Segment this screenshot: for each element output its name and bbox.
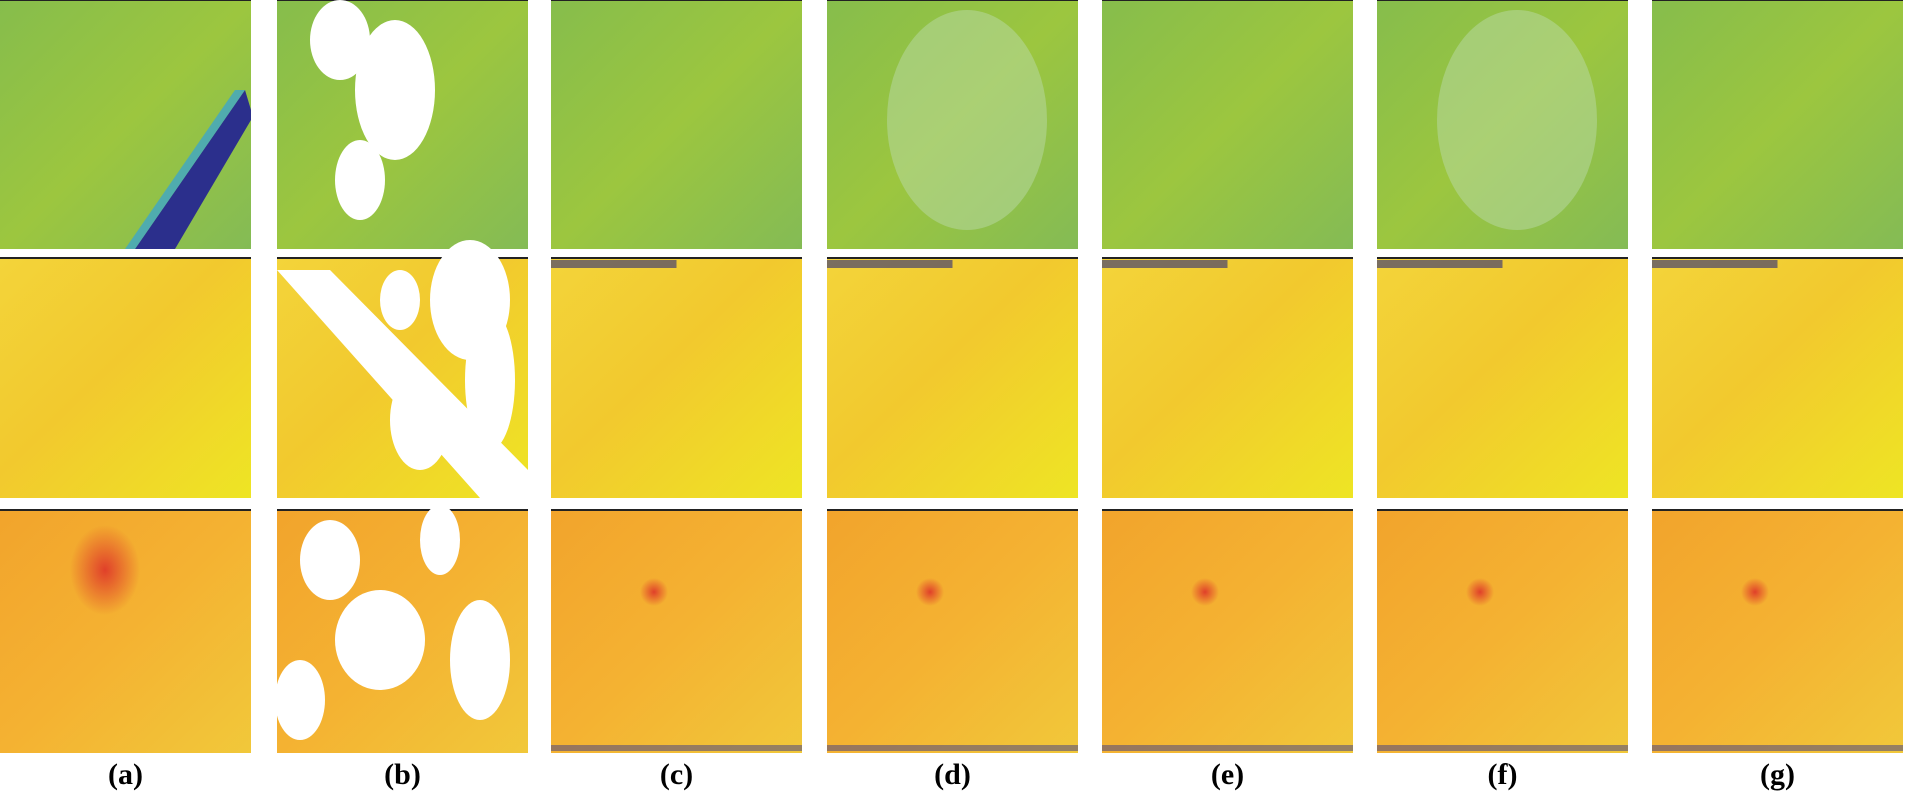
artifact-band [551, 260, 677, 268]
heatmap-panel [551, 0, 802, 249]
hot-spot [640, 578, 668, 606]
panel-label: (e) [1211, 758, 1244, 791]
mask-blob [310, 0, 370, 80]
faded-region [1437, 10, 1597, 230]
artifact-band [1652, 745, 1903, 751]
mask-blob [335, 590, 425, 690]
heatmap-panel [0, 258, 251, 498]
mask-region [277, 270, 528, 498]
faded-region [887, 10, 1047, 230]
heatmap-panel [0, 0, 251, 249]
artifact-band [1652, 260, 1778, 268]
artifact-band [551, 745, 802, 751]
panel-label: (g) [1760, 758, 1795, 791]
hot-spot [1191, 578, 1219, 606]
blue-stripe [135, 90, 251, 249]
heatmap-panel [1652, 0, 1903, 249]
mask-blob [355, 20, 435, 160]
panel-label: (f) [1488, 758, 1518, 791]
artifact-band [1377, 745, 1628, 751]
mask-blob [275, 660, 325, 740]
heatmap-panel [1102, 0, 1353, 249]
mask-blob [450, 600, 510, 720]
hot-spot [70, 525, 140, 615]
artifact-band [1102, 745, 1353, 751]
panel-label: (d) [934, 758, 971, 791]
hot-spot [1466, 578, 1494, 606]
heatmap-panel [1102, 510, 1353, 753]
artifact-band [827, 745, 1078, 751]
artifact-band [1377, 260, 1503, 268]
heatmap-panel [1377, 510, 1628, 753]
mask-blob [465, 310, 515, 450]
mask-blob [380, 270, 420, 330]
panel-label: (b) [384, 758, 421, 791]
panel-label: (a) [108, 758, 143, 791]
heatmap-panel [551, 510, 802, 753]
hot-spot [916, 578, 944, 606]
hot-spot [1741, 578, 1769, 606]
heatmap-panel [1377, 258, 1628, 498]
heatmap-panel [827, 258, 1078, 498]
heatmap-panel [827, 510, 1078, 753]
heatmap-panel [1652, 258, 1903, 498]
artifact-band [827, 260, 953, 268]
heatmap-panel [1102, 258, 1353, 498]
heatmap-panel [551, 258, 802, 498]
mask-blob [300, 520, 360, 600]
heatmap-panel [1652, 510, 1903, 753]
artifact-band [1102, 260, 1228, 268]
panel-label: (c) [660, 758, 693, 791]
blue-edge [125, 90, 245, 249]
mask-blob [335, 140, 385, 220]
mask-blob [420, 505, 460, 575]
